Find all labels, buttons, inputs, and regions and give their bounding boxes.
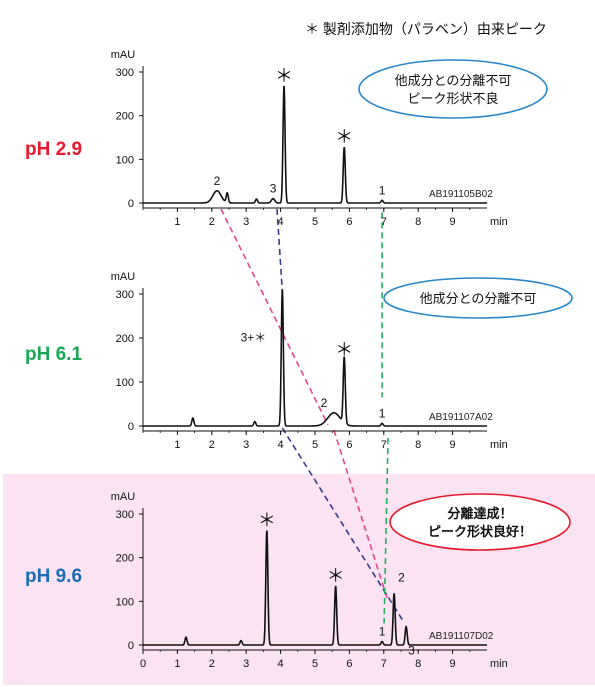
y-tick-label: 300 [116,67,134,79]
peak1-connector-lower [383,437,389,624]
x-tick-label: 4 [278,439,284,451]
callout-bubble [389,493,571,551]
chromatogram-panel-2: 1 2 3 4 5 6 7 8 9 min 0 100 200 300 mAU 3+＊ 2 ＊ 1 AB191107A… [25,271,573,451]
x-tick-label: 2 [209,439,215,451]
x-tick-label: 2 [209,658,215,670]
sample-code: AB191105B02 [429,189,493,200]
chromatogram-trace [143,530,487,646]
peak-label: ＊ [335,340,353,361]
x-tick-label: 1 [174,216,180,228]
y-tick-label: 300 [116,289,134,301]
x-tick-label: 8 [415,439,421,451]
x-tick-label: 8 [415,216,421,228]
y-tick-label: 100 [116,154,134,166]
x-tick-label: 5 [312,439,318,451]
peak-label: 3+＊ [241,330,267,344]
ph-label: pH 6.1 [25,344,82,365]
peak-label: 2 [398,570,405,584]
peak-label: ＊ [275,66,293,87]
callout-bubble [383,277,573,319]
x-tick-label: 9 [450,216,456,228]
x-tick-label: 0 [140,658,146,670]
peak-label: ＊ [335,127,353,148]
x-tick-label: 8 [415,658,421,670]
x-tick-label: 5 [312,216,318,228]
x-tick-label: 7 [381,658,387,670]
x-tick-label: 3 [243,216,249,228]
callout-text: ピーク形状不良 [407,91,498,106]
y-tick-label: 0 [128,421,134,433]
callout-text: 他成分との分離不可 [395,73,512,88]
callout-text: ピーク形状良好！ [428,524,532,539]
chromatogram-panel-3: 0 1 2 3 4 5 6 7 8 9 min 0 100 200 300 mAU ＊ ＊ 1 2 3 AB191107D… [25,491,571,670]
y-tick-label: 0 [128,198,134,210]
x-tick-label: 9 [450,658,456,670]
ph-label: pH 2.9 [25,139,82,160]
x-tick-label: 6 [346,658,352,670]
x-tick-label: 1 [174,439,180,451]
x-tick-label: 6 [346,216,352,228]
x-tick-label: 1 [174,658,180,670]
y-tick-label: 200 [116,333,134,345]
y-tick-label: 100 [116,596,134,608]
callout-text: 分離達成！ [447,506,512,521]
chromatogram-panel-1: 1 2 3 4 5 6 7 8 9 min 0 100 200 300 mAU 2 3 ＊ ＊ 1 AB191105B0… [25,49,548,228]
x-tick-label: 3 [243,439,249,451]
peak-label: 2 [321,396,328,410]
chromatogram-trace [143,85,487,204]
peak3-connector-upper [276,208,284,292]
x-tick-label: 7 [381,216,387,228]
y-unit-label: mAU [111,491,136,503]
x-tick-label: 3 [243,658,249,670]
y-tick-label: 300 [116,509,134,521]
y-unit-label: mAU [111,271,136,283]
x-unit-label: min [490,658,508,670]
peak-label: 3 [270,182,277,196]
peak3-connector-lower [281,427,405,624]
callout-bubble [358,59,548,119]
peak-label: 1 [379,625,386,639]
x-tick-label: 2 [209,216,215,228]
x-tick-label: 9 [450,439,456,451]
x-tick-label: 4 [278,658,284,670]
legend-note: ＊ 製剤添加物（パラベン）由来ピーク [305,21,547,37]
sample-code: AB191107A02 [429,412,493,423]
y-tick-label: 200 [116,553,134,565]
x-tick-label: 4 [278,216,284,228]
peak-label: 3 [408,644,415,658]
peak-label: ＊ [258,511,276,532]
chromatogram-trace [143,289,487,427]
x-tick-label: 5 [312,658,318,670]
y-tick-label: 200 [116,111,134,123]
x-unit-label: min [490,216,508,228]
peak2-connector-upper [220,208,329,426]
y-tick-label: 100 [116,377,134,389]
y-tick-label: 0 [128,640,134,652]
peak-label: ＊ [327,566,345,587]
x-tick-label: 7 [381,439,387,451]
y-unit-label: mAU [111,49,136,61]
sample-code: AB191107D02 [429,631,494,642]
x-unit-label: min [490,439,508,451]
callout-text: 他成分との分離不可 [420,291,537,306]
peak-label: 2 [214,174,221,188]
peak-connectors [220,208,405,624]
ph-label: pH 9.6 [25,566,82,587]
peak-label: 1 [379,183,386,197]
x-tick-label: 6 [346,439,352,451]
peak-label: 1 [379,406,386,420]
